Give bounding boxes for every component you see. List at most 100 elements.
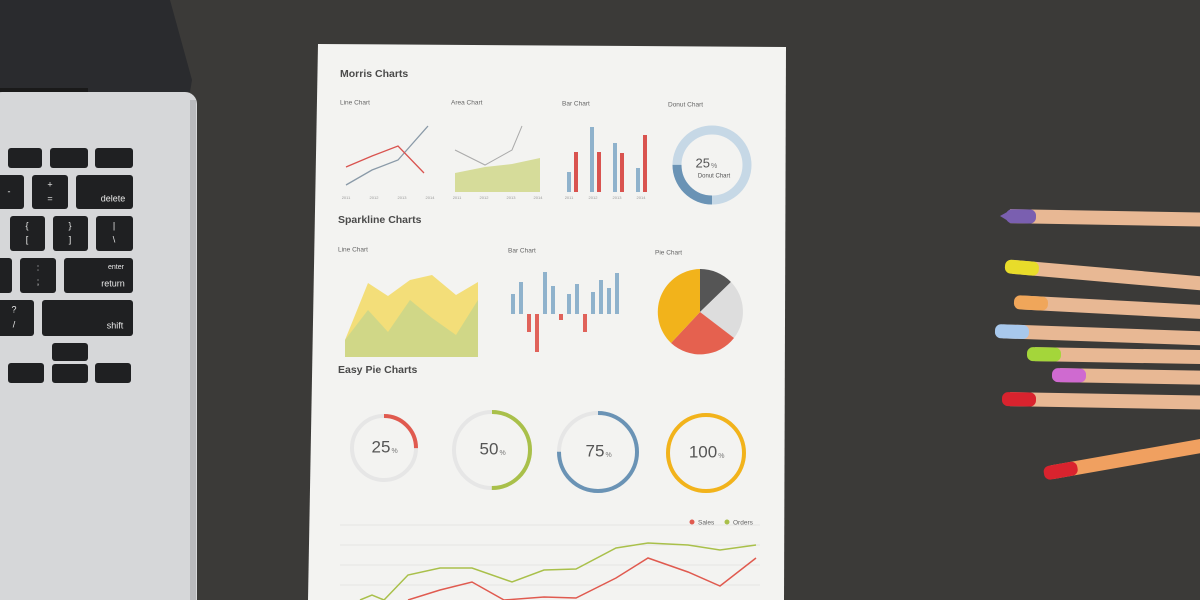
sparkline-bars [527, 314, 587, 352]
key-label: } [68, 220, 71, 230]
key [52, 343, 88, 361]
key [8, 363, 44, 383]
key [95, 148, 133, 168]
legend-label: Sales [698, 520, 715, 527]
pie-arc [666, 413, 746, 493]
key [52, 364, 88, 383]
key-label: ] [69, 234, 72, 244]
pie-value: 100 [689, 442, 717, 461]
key [96, 216, 133, 251]
laptop: - + = delete { [ } ] | \ : ; enter retur… [0, 0, 197, 600]
key [50, 148, 88, 168]
key-label: : [37, 262, 40, 272]
key [32, 175, 68, 209]
orders-line [359, 542, 757, 600]
line [454, 125, 523, 166]
key-label: return [101, 278, 125, 288]
report: Morris Charts Line Chart Area Chart Bar … [338, 68, 760, 600]
x-tick-label: 2014 [534, 195, 544, 200]
section-title: Morris Charts [340, 68, 408, 80]
x-tick-label: 2012 [589, 195, 599, 200]
x-tick-label: 2013 [398, 195, 408, 200]
key [0, 175, 24, 209]
line [345, 145, 425, 174]
legend: Sales Orders [689, 519, 754, 527]
x-tick-label: 2014 [637, 195, 647, 200]
pencils [994, 209, 1200, 480]
section-title: Easy Pie Charts [338, 364, 418, 376]
key [8, 148, 42, 168]
pie-unit: % [718, 453, 724, 460]
key-label: [ [26, 234, 29, 244]
sales-line [407, 557, 757, 600]
pie-arc [557, 411, 639, 493]
key-label: delete [101, 193, 126, 203]
key-label: / [13, 319, 16, 329]
pie-value: 75 [586, 441, 605, 460]
legend-label: Orders [733, 520, 754, 527]
pie-unit: % [605, 452, 611, 459]
key-label: { [25, 220, 28, 230]
line [345, 125, 429, 186]
key-label: = [47, 193, 52, 203]
chart-title: Line Chart [338, 247, 368, 254]
pie-unit: % [499, 450, 505, 457]
key-label: shift [107, 320, 124, 330]
laptop-screen [0, 0, 192, 92]
bar-group [567, 127, 647, 192]
key [64, 258, 133, 293]
easy-pies: 25% 50% 75% 100% [350, 410, 746, 493]
key [10, 216, 45, 251]
donut-unit: % [711, 163, 717, 170]
key-label: \ [113, 234, 116, 244]
x-tick-label: 2011 [342, 195, 351, 200]
pie [657, 268, 743, 355]
x-tick-label: 2013 [507, 195, 517, 200]
pie-arc [452, 410, 532, 490]
donut-label: Donut Chart [698, 174, 731, 180]
pie-value: 25 [372, 437, 391, 456]
key [42, 300, 133, 336]
key [53, 216, 88, 251]
key-label: ? [11, 304, 16, 314]
pie-unit: % [391, 448, 397, 455]
section-title: Sparkline Charts [338, 214, 422, 226]
chart-title: Pie Chart [655, 250, 682, 257]
area [455, 158, 540, 192]
chart-title: Area Chart [451, 100, 483, 107]
key [0, 300, 34, 336]
key [0, 258, 12, 293]
key [20, 258, 56, 293]
chart-title: Bar Chart [508, 248, 536, 255]
key-label: | [113, 220, 115, 230]
key [95, 363, 131, 383]
chart-title: Line Chart [340, 100, 370, 107]
x-tick-label: 2013 [613, 195, 623, 200]
sparkline-area [345, 300, 478, 357]
x-tick-label: 2011 [565, 195, 574, 200]
laptop-edge [190, 100, 196, 600]
x-axis: 2011 2012 2013 2014 2011 2012 2013 2014 2011 2012… [342, 195, 647, 200]
pie-value: 50 [480, 439, 499, 458]
donut-value: 25 [696, 155, 710, 170]
x-tick-label: 2012 [480, 195, 490, 200]
key-label: ; [37, 276, 40, 286]
chart-title: Donut Chart [668, 102, 703, 109]
pie-arc [350, 414, 418, 482]
x-tick-label: 2011 [453, 195, 462, 200]
sparkline-bars [511, 272, 619, 314]
x-tick-label: 2014 [426, 195, 436, 200]
x-tick-label: 2012 [370, 195, 380, 200]
key-label: - [8, 186, 11, 196]
laptop-body [0, 92, 197, 600]
legend-swatch [689, 519, 695, 525]
legend-swatch [724, 519, 730, 525]
key-label: enter [108, 264, 125, 271]
paper [308, 44, 786, 600]
chart-title: Bar Chart [562, 101, 590, 108]
key [76, 175, 133, 209]
donut-arc [672, 125, 752, 205]
key-label: + [47, 179, 52, 189]
